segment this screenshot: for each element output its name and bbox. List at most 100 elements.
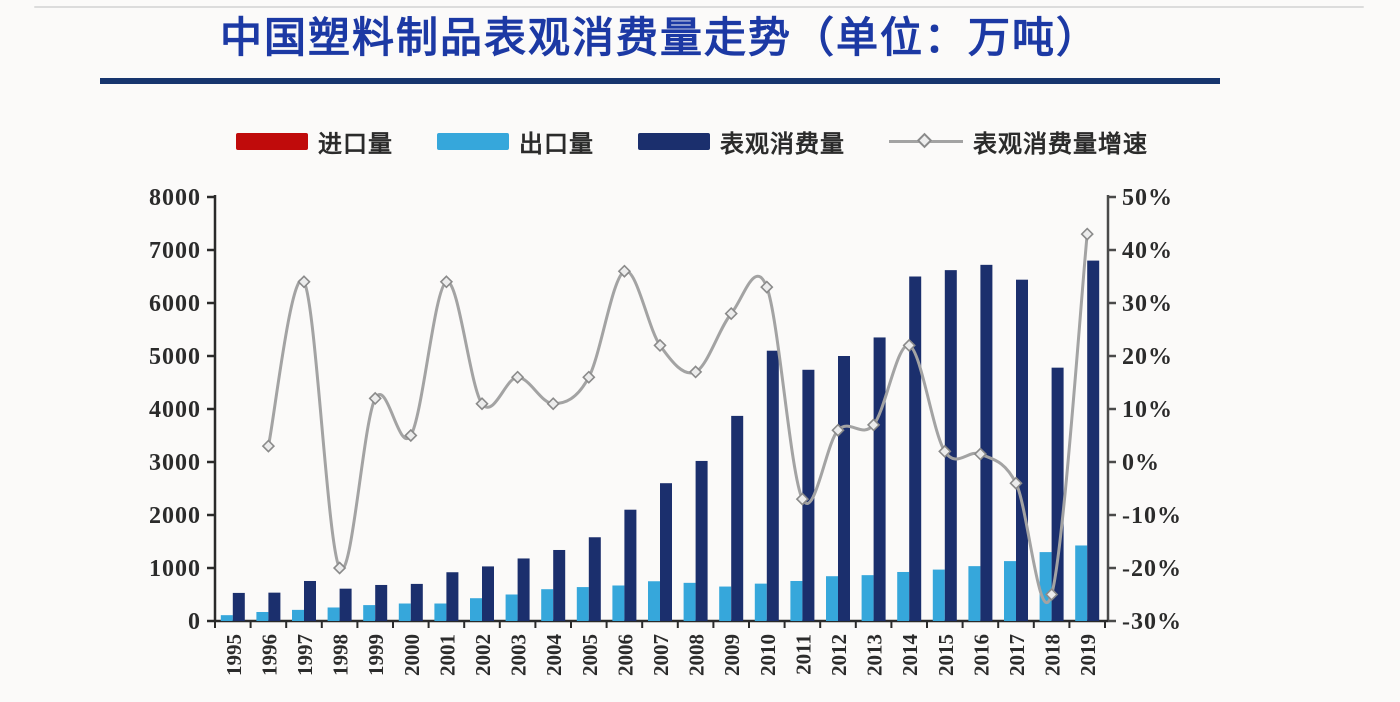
- right-axis-tick-label: -10%: [1122, 503, 1182, 529]
- bar: [220, 615, 233, 621]
- legend-item-growth: 表观消费量增速: [889, 124, 1148, 159]
- line-marker-diamond-icon: [332, 561, 347, 575]
- legend-item-export: 出口量: [437, 124, 594, 159]
- legend-label-import: 进口量: [318, 130, 393, 158]
- left-axis-tick-label: 4000: [149, 397, 201, 423]
- growth-line-path: [266, 232, 1089, 605]
- legend-swatch-consumption: [638, 132, 710, 150]
- line-marker-diamond-icon: [261, 439, 276, 453]
- right-axis-tick-label: 0%: [1122, 450, 1160, 476]
- left-axis-tick-label: 2000: [149, 503, 201, 529]
- chart-title: 中国塑料制品表观消费量走势（单位：万吨）: [219, 14, 1100, 61]
- bar: [826, 576, 838, 621]
- bar: [980, 264, 993, 621]
- right-axis-tick-label: 30%: [1122, 291, 1173, 317]
- line-marker-diamond-icon: [510, 370, 525, 384]
- bar: [1016, 279, 1028, 621]
- x-axis-year-label: 2016: [969, 634, 993, 676]
- line-marker-diamond-icon: [582, 370, 596, 384]
- line-marker-diamond-icon: [831, 423, 845, 437]
- bar: [541, 589, 554, 621]
- line-marker-diamond-icon: [368, 391, 382, 406]
- bar: [660, 483, 672, 621]
- bar: [576, 587, 589, 621]
- right-axis-tick-label: 50%: [1122, 185, 1173, 211]
- bar: [766, 350, 779, 621]
- x-axis-year-label: 2000: [400, 634, 424, 676]
- right-axis-tick-label: -30%: [1122, 609, 1182, 635]
- bar: [897, 571, 910, 621]
- x-axis-year-label: 2006: [613, 634, 637, 676]
- bars-consumption: [232, 260, 1100, 621]
- bar: [624, 509, 637, 621]
- bar: [375, 584, 388, 621]
- bar: [968, 566, 981, 621]
- x-axis-year-label: 1995: [222, 634, 246, 676]
- line-marker-diamond-icon: [866, 418, 881, 432]
- bar: [695, 460, 708, 621]
- line-marker-diamond-icon: [1044, 587, 1059, 602]
- bar: [292, 609, 304, 621]
- line-marker-diamond-icon: [938, 444, 952, 459]
- bar: [304, 580, 316, 621]
- bar: [232, 592, 245, 621]
- bar: [683, 582, 696, 621]
- bar: [398, 603, 411, 621]
- right-axis-tick-label: -20%: [1122, 556, 1182, 582]
- bar: [1075, 545, 1088, 621]
- x-axis-year-label: 2011: [791, 634, 815, 675]
- left-axis-tick-label: 3000: [149, 450, 201, 476]
- line-marker-diamond-icon: [653, 338, 667, 353]
- right-axis-tick-label: 40%: [1122, 238, 1173, 264]
- line-marker-diamond-icon: [795, 492, 810, 506]
- left-y-axis: 0 1000 2000 3000 4000 5000 6000 7000 8000: [149, 185, 217, 635]
- legend-label-growth: 表观消费量增速: [973, 130, 1148, 158]
- bar: [517, 558, 530, 621]
- x-axis-year-label: 2017: [1005, 634, 1029, 676]
- bar: [256, 611, 269, 621]
- bar: [944, 270, 957, 621]
- bar: [482, 566, 494, 621]
- bar: [553, 549, 566, 621]
- bar: [838, 356, 850, 621]
- x-axis-year-label: 2001: [435, 634, 459, 676]
- bar: [434, 603, 447, 621]
- x-axis-year-label: 1997: [293, 634, 317, 676]
- legend-line-marker-icon: [889, 132, 963, 150]
- legend-label-export: 出口量: [519, 130, 594, 158]
- bar: [505, 594, 518, 621]
- legend-label-consumption: 表观消费量: [720, 130, 845, 158]
- x-axis-year-label: 2014: [898, 634, 922, 677]
- bar: [648, 581, 660, 621]
- bar: [1087, 260, 1100, 621]
- left-axis-tick-label: 7000: [149, 238, 201, 264]
- bar: [446, 572, 459, 621]
- bar: [861, 575, 874, 621]
- x-axis-year-label: 2002: [471, 634, 495, 676]
- bar: [802, 369, 815, 621]
- bar: [339, 588, 352, 621]
- right-y-axis: -30% -20% -10% 0% 10% 20% 30% 40% 50%: [1106, 185, 1182, 635]
- line-marker-diamond-icon: [1009, 476, 1023, 490]
- bar: [790, 580, 803, 621]
- line-marker-diamond-icon: [688, 365, 703, 379]
- x-axis-year-label: 2010: [756, 634, 780, 676]
- bar: [470, 598, 482, 621]
- line-marker-diamond-icon: [404, 428, 418, 443]
- right-axis-tick-label: 20%: [1122, 344, 1173, 370]
- bar: [1039, 552, 1052, 621]
- bar: [719, 586, 732, 621]
- growth-line: [261, 227, 1094, 605]
- bar: [932, 569, 945, 621]
- line-marker-diamond-icon: [1080, 227, 1094, 241]
- bar: [268, 592, 281, 621]
- bar: [909, 276, 922, 621]
- bar: [410, 583, 423, 621]
- line-marker-diamond-icon: [973, 447, 988, 461]
- legend-item-consumption: 表观消费量: [638, 124, 845, 159]
- line-marker-diamond-icon: [546, 397, 560, 411]
- x-axis-year-label: 2005: [578, 634, 602, 676]
- x-axis: 1995 1996 1997 1998 1999 2000 2001 2002 2003 2004…: [214, 619, 1108, 677]
- x-axis-year-label: 2013: [863, 634, 887, 676]
